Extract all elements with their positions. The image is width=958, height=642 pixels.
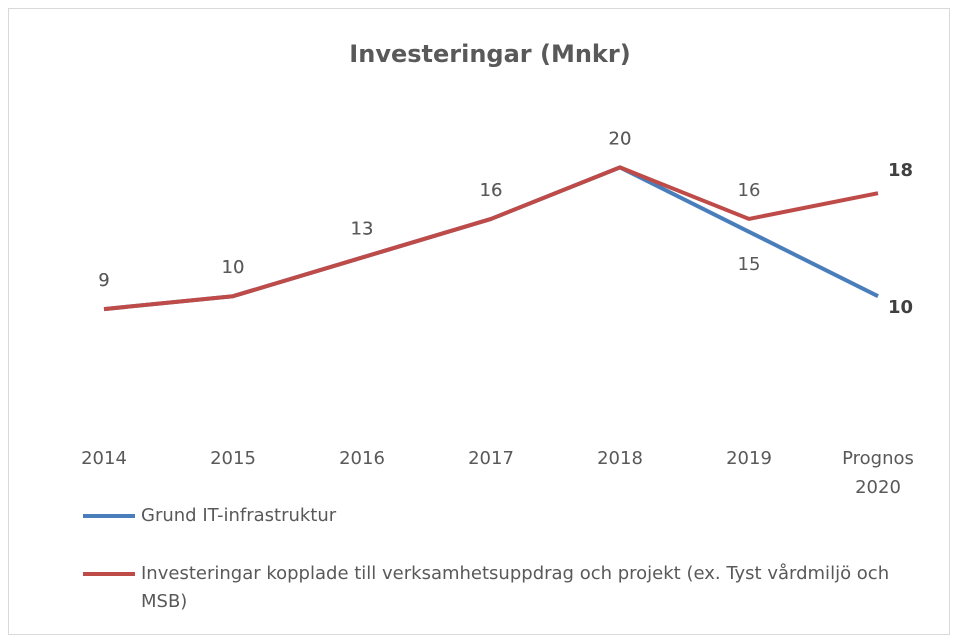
legend-swatch [83,514,135,518]
data-label: 15 [738,254,761,275]
data-label: 16 [738,180,761,201]
data-label: 9 [98,270,109,291]
x-tick-label: 2014 [81,448,127,469]
x-tick-label: 2015 [210,448,256,469]
x-tick-label: Prognos 2020 [842,448,914,498]
data-label: 16 [480,180,503,201]
data-label: 10 [222,257,245,278]
x-tick-label: 2019 [726,448,772,469]
x-tick-label: 2017 [468,448,514,469]
data-label: 18 [888,160,913,181]
legend-swatch [83,572,135,576]
data-label: 10 [222,257,245,278]
chart-title: Investeringar (Mnkr) [349,40,630,68]
data-label: 10 [888,297,913,318]
data-label: 13 [351,219,374,240]
data-label: 16 [480,180,503,201]
chart-border [8,8,950,635]
x-tick-label: 2016 [339,448,385,469]
legend-label: Investeringar kopplade till verksamhetsu… [141,563,890,612]
x-tick-label: 2018 [597,448,643,469]
data-label: 20 [609,128,632,149]
data-label: 20 [609,128,632,149]
legend-label: Grund IT-infrastruktur [141,505,337,526]
data-label: 13 [351,219,374,240]
series-line [103,165,879,312]
data-label: 9 [98,270,109,291]
legend-item: Grund IT-infrastruktur [83,502,923,530]
legend-item: Investeringar kopplade till verksamhetsu… [83,560,923,616]
